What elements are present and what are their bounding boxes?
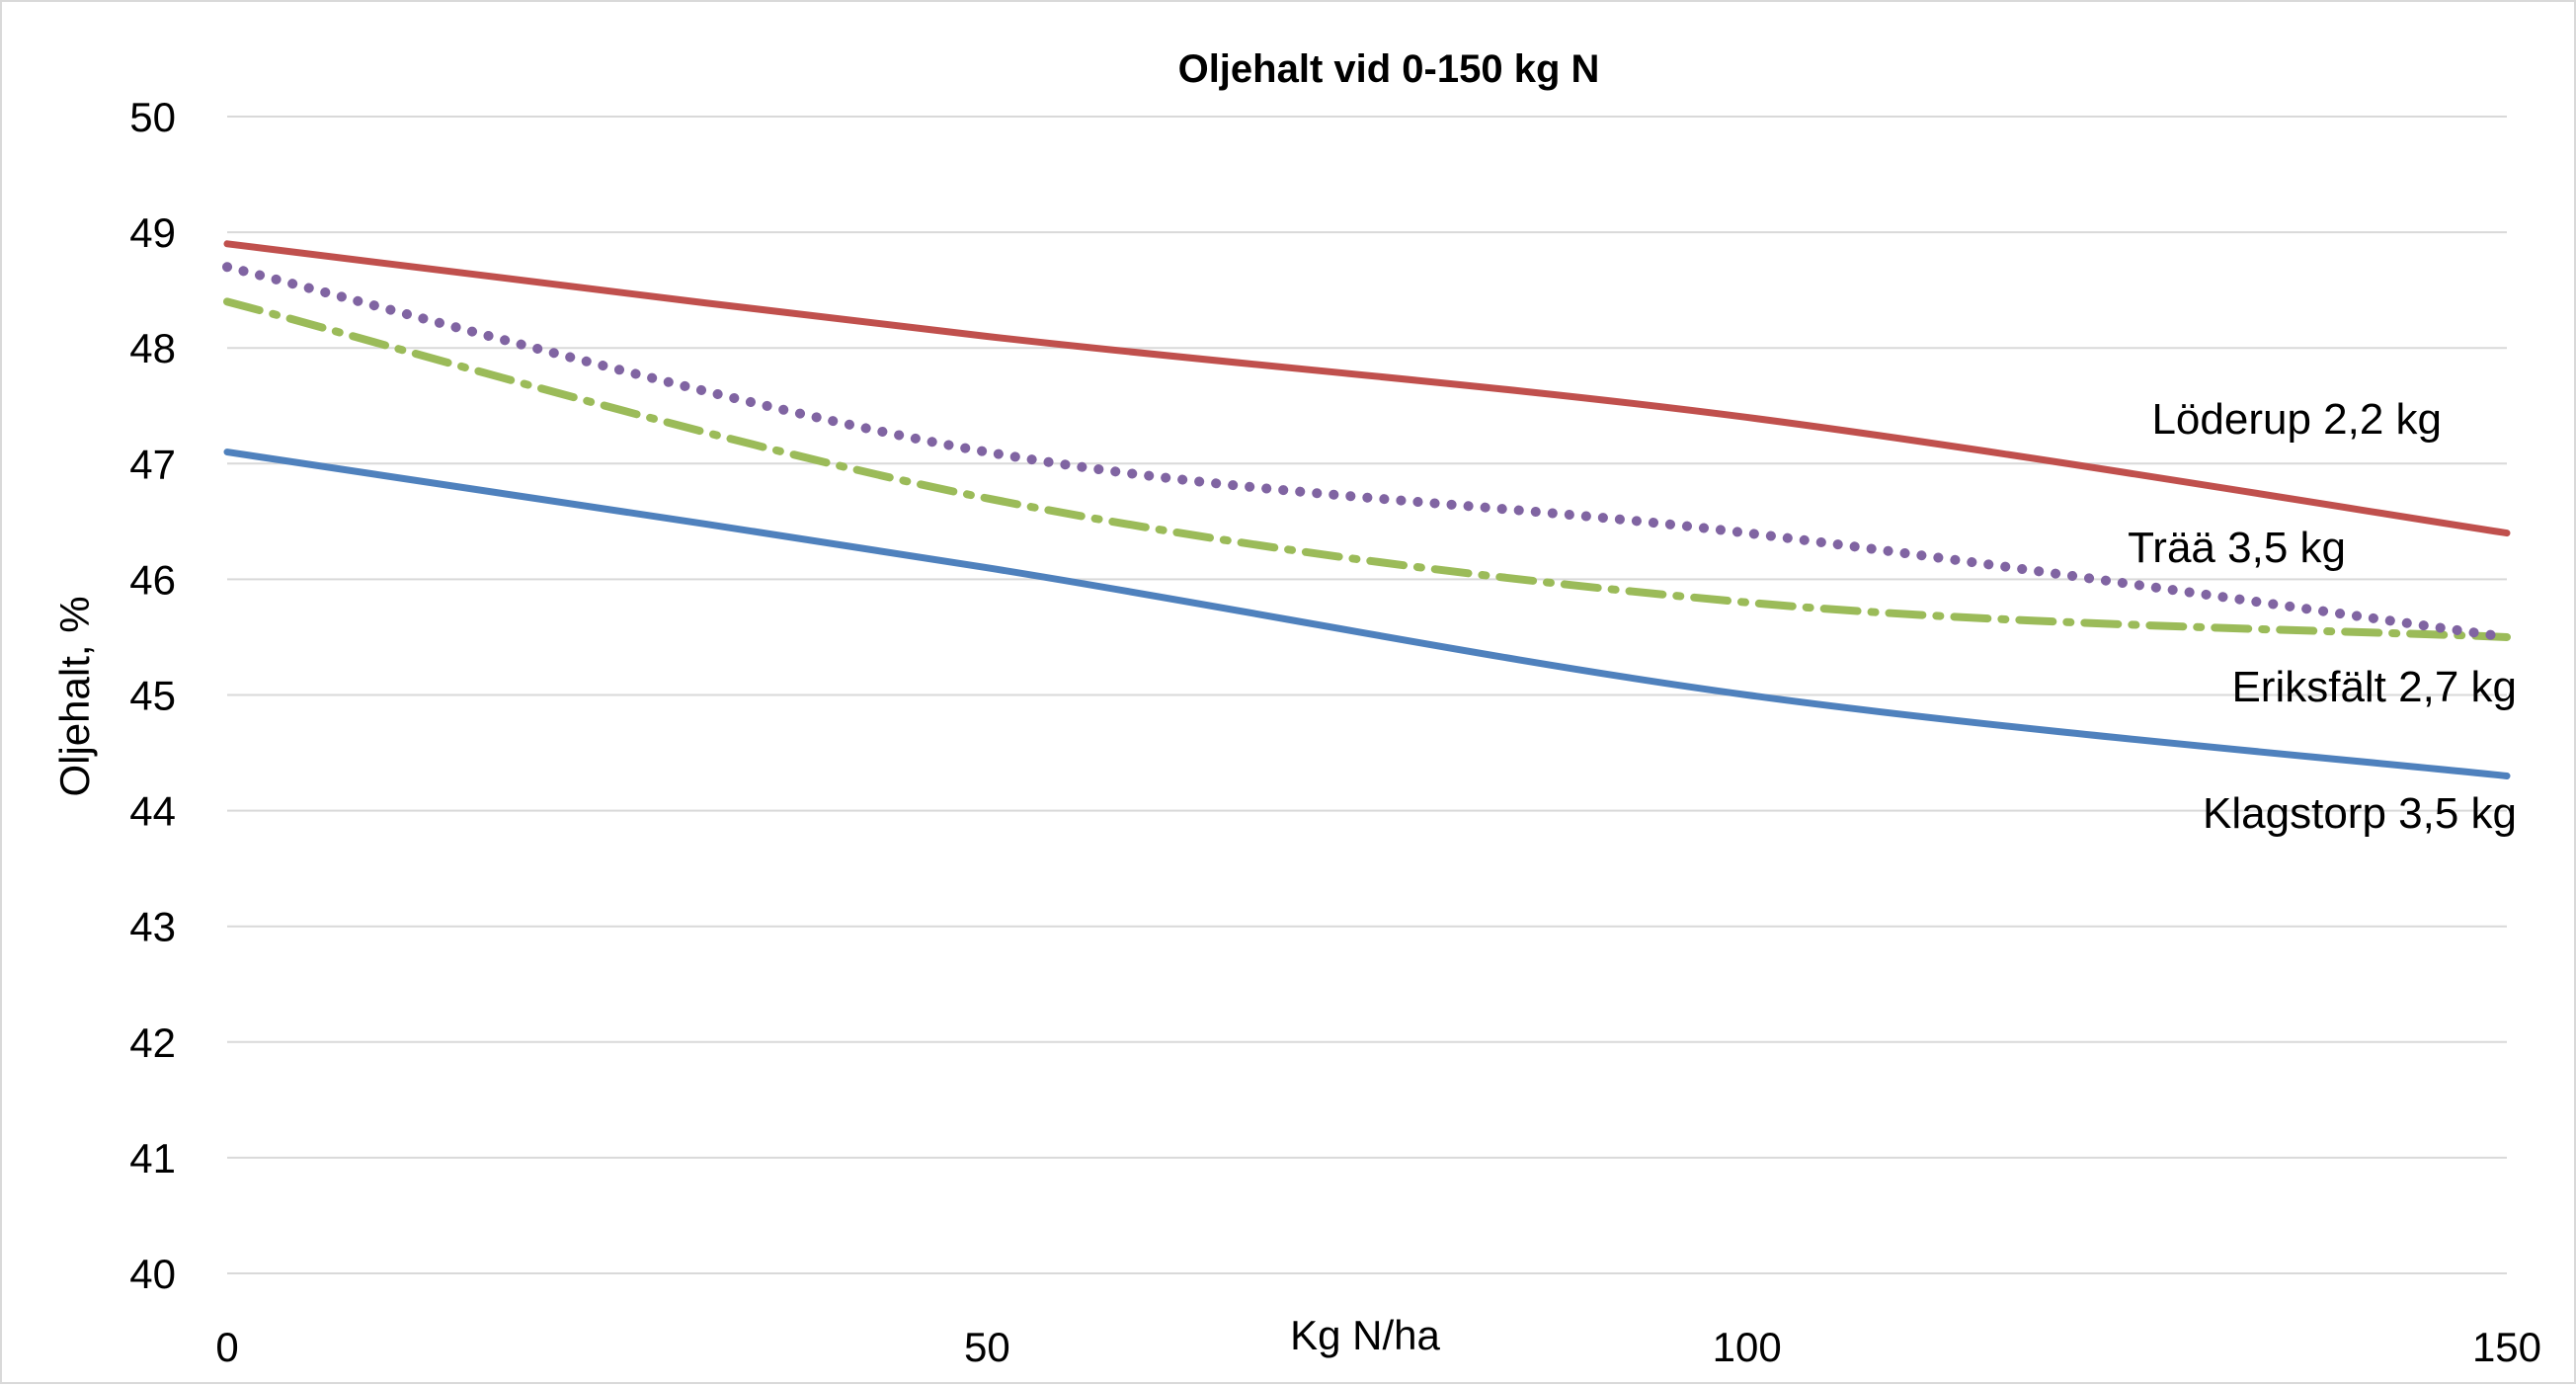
y-tick-label-48: 48 bbox=[129, 325, 176, 371]
y-tick-label-45: 45 bbox=[129, 673, 176, 719]
series-label-eriksfalt: Eriksfält 2,7 kg bbox=[2231, 663, 2517, 711]
gridlines bbox=[227, 117, 2507, 1273]
series-label-loderup: Löderup 2,2 kg bbox=[2151, 395, 2442, 444]
series-label-klagstorp: Klagstorp 3,5 kg bbox=[2203, 789, 2517, 838]
y-tick-label-42: 42 bbox=[129, 1019, 176, 1066]
y-tick-label-41: 41 bbox=[129, 1135, 176, 1182]
series-line-traa bbox=[227, 267, 2507, 637]
y-tick-label-47: 47 bbox=[129, 441, 176, 487]
x-axis-label: Kg N/ha bbox=[1290, 1312, 1440, 1358]
series-line-eriksfalt bbox=[227, 301, 2507, 637]
x-tick-label-100: 100 bbox=[1713, 1324, 1782, 1370]
x-tick-label-150: 150 bbox=[2472, 1324, 2541, 1370]
y-tick-label-44: 44 bbox=[129, 788, 176, 835]
tick-labels: 40 41 42 43 44 45 46 47 48 49 50 0 50 100 150 bbox=[129, 94, 2541, 1370]
y-tick-label-40: 40 bbox=[129, 1251, 176, 1297]
y-tick-label-50: 50 bbox=[129, 94, 176, 140]
x-tick-label-50: 50 bbox=[964, 1324, 1010, 1370]
y-tick-label-43: 43 bbox=[129, 904, 176, 950]
chart-title: Oljehalt vid 0-150 kg N bbox=[1178, 47, 1600, 91]
x-tick-label-0: 0 bbox=[215, 1324, 238, 1370]
series-lines bbox=[227, 244, 2507, 776]
series-label-traa: Trää 3,5 kg bbox=[2128, 524, 2346, 572]
y-tick-label-46: 46 bbox=[129, 556, 176, 603]
y-axis-label: Oljehalt, % bbox=[51, 596, 98, 796]
y-tick-label-49: 49 bbox=[129, 209, 176, 256]
series-line-loderup bbox=[227, 244, 2507, 533]
